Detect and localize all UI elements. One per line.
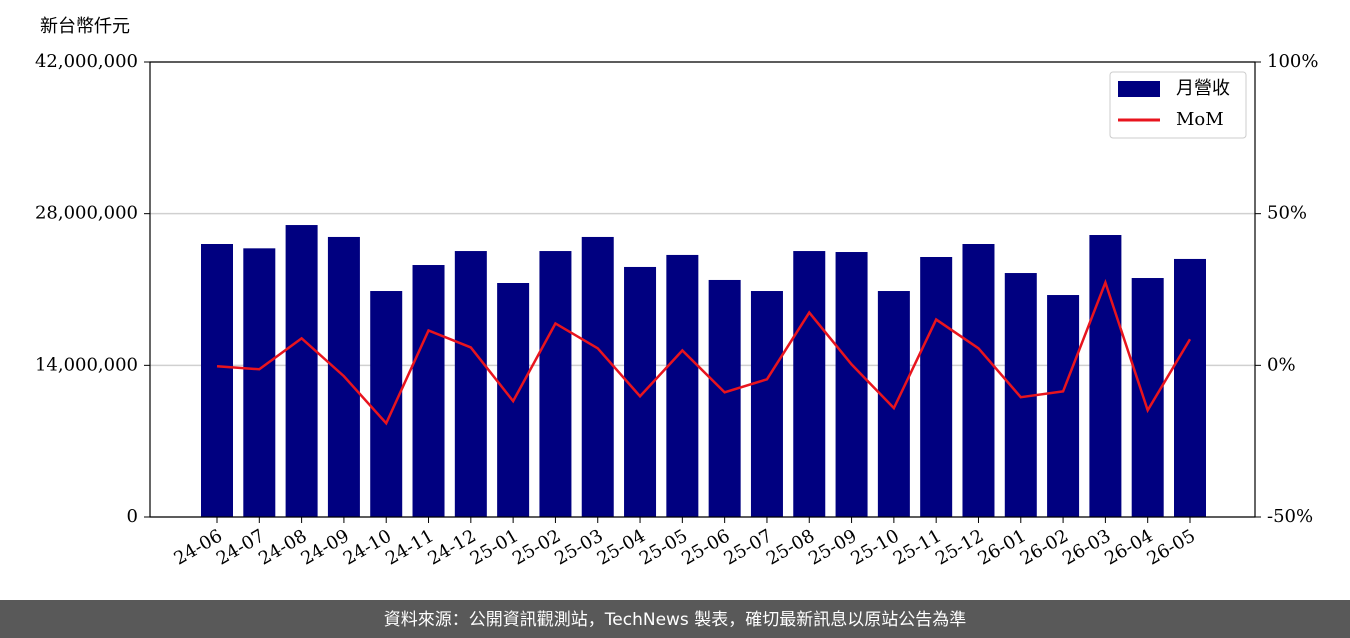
bar [539, 251, 572, 517]
y2-tick-label: -50% [1267, 506, 1313, 527]
bar [793, 251, 826, 517]
plot-frame [149, 61, 1256, 518]
bar [412, 265, 445, 517]
source-note: 資料來源：公開資訊觀測站，TechNews 製表，確切最新訊息以原站公告為準 [384, 610, 966, 630]
y-tick-label: 14,000,000 [35, 354, 138, 375]
y2-tick-label: 50% [1267, 203, 1307, 224]
y2-tick-label: 100% [1267, 51, 1318, 72]
bar [1089, 235, 1122, 517]
y-axis-label: 新台幣仟元 [40, 16, 130, 37]
bar [1047, 295, 1080, 517]
line [216, 278, 1192, 426]
bar [370, 291, 403, 517]
legend-swatch [1118, 81, 1160, 97]
bar [201, 244, 233, 517]
bar [1131, 278, 1164, 517]
bar [454, 251, 487, 517]
bar [285, 225, 318, 517]
y2-tick-label: 0% [1267, 354, 1296, 375]
x-tick-label: 26-05 [1144, 525, 1199, 569]
bar [962, 244, 995, 517]
legend-label: 月營收 [1176, 78, 1230, 99]
bar [243, 248, 276, 518]
bar [920, 257, 953, 517]
y-tick-label: 0 [127, 506, 138, 527]
bar [581, 236, 614, 518]
legend-label: MoM [1176, 109, 1224, 130]
bar [624, 266, 657, 517]
y-tick-label: 28,000,000 [35, 203, 138, 224]
footer-band [0, 600, 1350, 638]
bar [877, 291, 910, 517]
bar [666, 254, 699, 518]
y-tick-label: 42,000,000 [35, 51, 138, 72]
bar [835, 252, 868, 517]
bar [708, 279, 741, 517]
bar [750, 291, 783, 517]
bar [1174, 258, 1206, 517]
